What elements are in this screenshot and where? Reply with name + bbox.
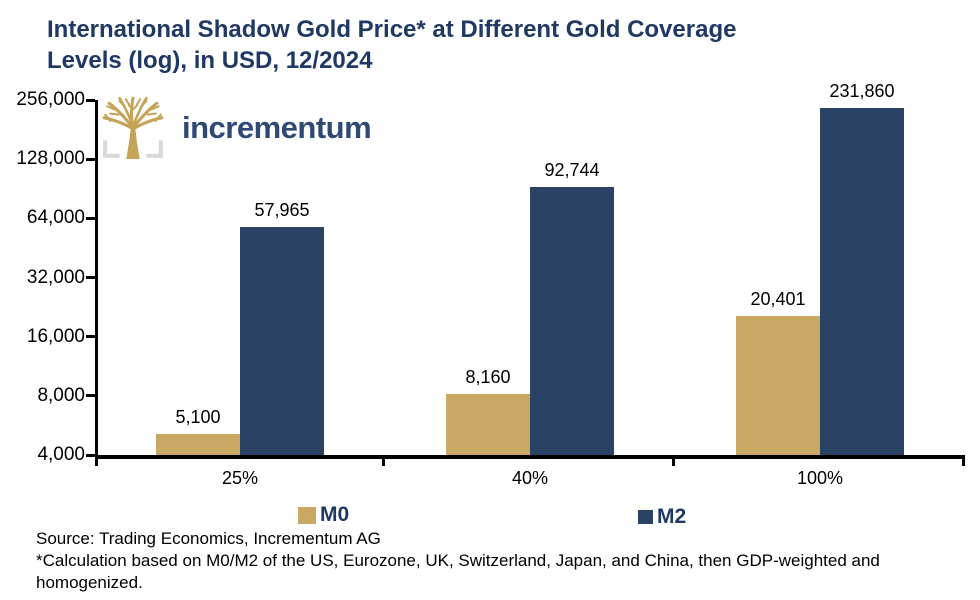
x-axis-label: 100% (796, 468, 844, 488)
chart-title: International Shadow Gold Price* at Diff… (47, 14, 736, 76)
legend-swatch-m0 (298, 506, 316, 524)
bar-m0-100% (736, 315, 820, 455)
y-axis-label: 4,000 (37, 444, 85, 465)
bar-m2-25% (240, 226, 324, 455)
y-axis-tick (86, 453, 95, 457)
x-axis-tick (962, 457, 965, 466)
y-axis-tick (86, 335, 95, 339)
plot-area: 256,000 128,000 64,000 32,000 16,000 8,000 4,0… (16, 81, 965, 488)
bar-value-label: 20,401 (750, 288, 806, 309)
bar-m0-25% (156, 434, 240, 455)
y-axis-tick (86, 394, 95, 398)
bar-value-label: 57,965 (254, 199, 310, 220)
x-axis-line (95, 455, 965, 459)
bar-m0-40% (446, 394, 530, 455)
logo-wordmark: incrementum (182, 110, 372, 145)
incrementum-logo: incrementum (100, 95, 372, 161)
legend-label-m0: M0 (320, 503, 350, 526)
y-axis-label: 8,000 (37, 384, 85, 406)
legend-swatch-m2 (638, 510, 653, 524)
y-axis-tick (86, 276, 95, 279)
bar-value-label: 5,100 (175, 407, 221, 428)
footnote-line: *Calculation based on M0/M2 of the US, E… (36, 551, 880, 592)
bar-value-label: 92,744 (544, 159, 600, 180)
y-axis-label: 128,000 (16, 148, 85, 170)
x-axis-tick (382, 457, 385, 466)
source-line: Source: Trading Economics, Incrementum A… (36, 529, 381, 548)
y-axis-tick (86, 216, 95, 220)
bar-m2-40% (530, 186, 614, 455)
legend-item-m2: M2 (638, 505, 686, 529)
y-axis-line (95, 100, 98, 466)
bar-value-label: 231,860 (829, 81, 895, 102)
legend-item-m0: M0 (298, 503, 349, 527)
x-axis-tick (672, 457, 675, 466)
tree-icon (102, 96, 164, 159)
chart-footer: Source: Trading Economics, Incrementum A… (36, 528, 936, 594)
chart-title-line2: Levels (log), in USD, 12/2024 (47, 47, 373, 74)
x-axis-label: 40% (511, 468, 549, 488)
legend-label-m2: M2 (657, 505, 687, 528)
bar-m2-100% (820, 108, 904, 455)
x-axis-label: 25% (221, 468, 259, 488)
y-axis-label: 256,000 (16, 89, 85, 110)
y-axis-label: 64,000 (26, 207, 85, 229)
bar-value-label: 8,160 (465, 367, 511, 388)
y-axis-label: 16,000 (26, 325, 85, 347)
y-axis-tick (86, 98, 95, 102)
chart-title-line1: International Shadow Gold Price* at Diff… (47, 16, 737, 43)
y-axis-tick (86, 157, 95, 161)
y-axis-label: 32,000 (26, 266, 85, 288)
